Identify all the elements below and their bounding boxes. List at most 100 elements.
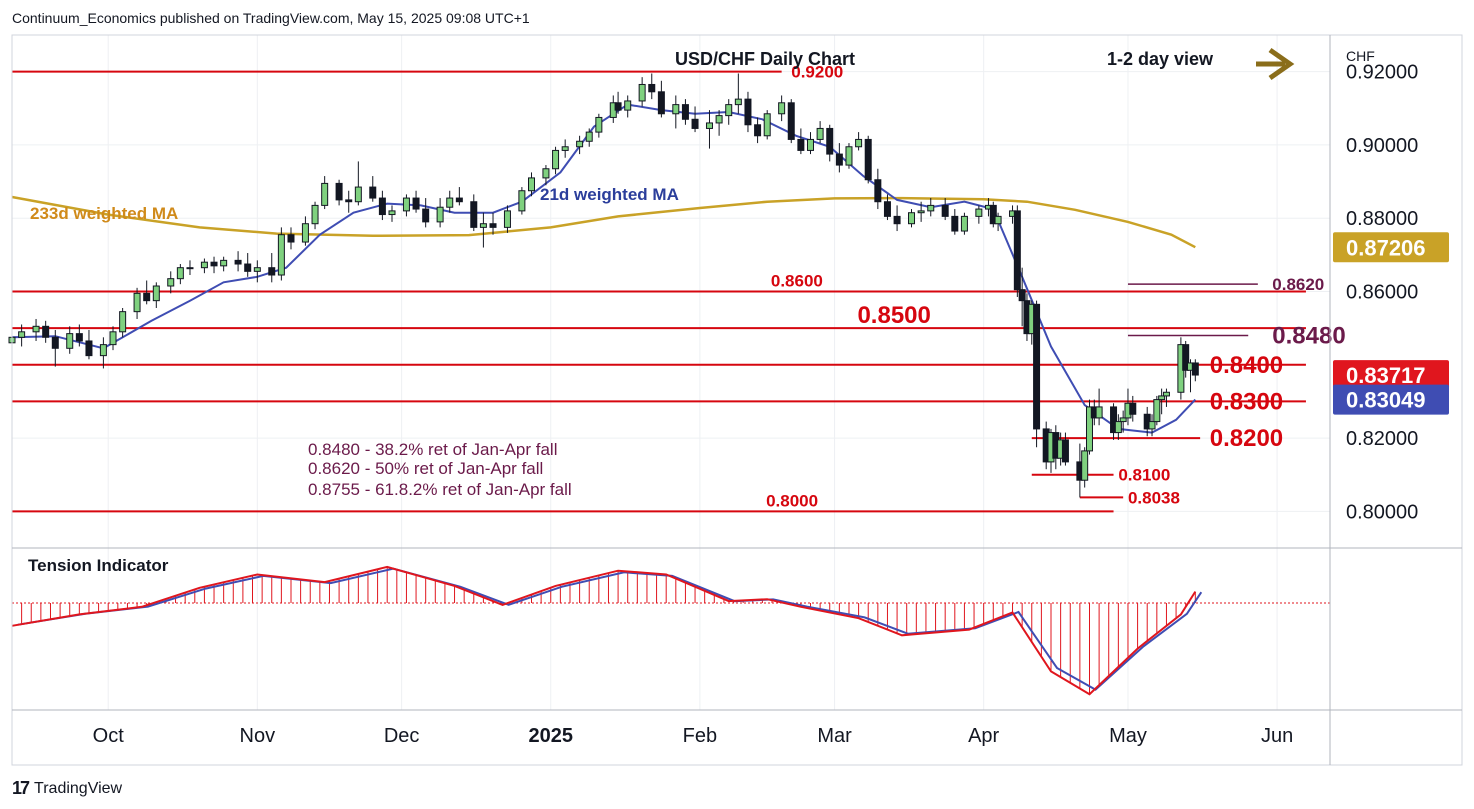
candle bbox=[734, 73, 742, 114]
y-tick-label: 0.92000 bbox=[1346, 62, 1418, 84]
candle bbox=[1095, 388, 1103, 426]
candle bbox=[763, 110, 771, 140]
ma21-line bbox=[11, 103, 1197, 434]
candle bbox=[552, 146, 560, 175]
candle bbox=[402, 194, 410, 217]
candle bbox=[744, 91, 752, 133]
candle bbox=[845, 143, 853, 169]
candle-body bbox=[624, 100, 632, 111]
level-label: 0.8600 bbox=[771, 272, 823, 291]
candle-body bbox=[1182, 344, 1190, 371]
candle-body bbox=[1119, 417, 1127, 423]
candle bbox=[975, 205, 983, 224]
candle bbox=[638, 77, 646, 107]
candle bbox=[1148, 414, 1156, 437]
candle bbox=[835, 143, 843, 173]
candle bbox=[1081, 447, 1089, 488]
candle bbox=[927, 198, 935, 217]
candle bbox=[345, 190, 353, 213]
candle bbox=[787, 99, 795, 144]
candle-body bbox=[744, 98, 752, 126]
candle-body bbox=[975, 208, 983, 217]
candle-body bbox=[253, 267, 261, 272]
candle-body bbox=[816, 127, 824, 140]
x-tick-label: 2025 bbox=[528, 725, 573, 747]
levels-layer: 0.9200 0.8600 0.8500 0.8400 0.8300 0.8200 0.81… bbox=[12, 63, 1346, 513]
publish-info: Continuum_Economics published on Trading… bbox=[12, 10, 530, 26]
candle-body bbox=[489, 223, 497, 228]
level-label: 0.8480 bbox=[1272, 322, 1345, 349]
candle bbox=[321, 176, 329, 210]
price-badge: 0.87206 bbox=[1333, 232, 1449, 263]
candle bbox=[1114, 414, 1122, 440]
y-tick-label: 0.90000 bbox=[1346, 135, 1418, 157]
candle bbox=[1033, 300, 1041, 448]
level-label: 0.8200 bbox=[1210, 425, 1283, 452]
level-label: 0.8100 bbox=[1118, 466, 1170, 485]
indicator-signal-line bbox=[17, 567, 1203, 691]
candle bbox=[874, 168, 882, 210]
candle-body bbox=[167, 278, 175, 287]
candle-body bbox=[1162, 391, 1170, 397]
candle-body bbox=[1110, 406, 1118, 434]
level-label: 0.8038 bbox=[1128, 488, 1180, 507]
candle-body bbox=[672, 104, 680, 115]
candle bbox=[893, 205, 901, 232]
candle-body bbox=[1153, 399, 1161, 423]
candle bbox=[951, 209, 959, 235]
annotation-line-2: 0.8620 - 50% ret of Jan-Apr fall bbox=[308, 459, 543, 478]
candle-body bbox=[1061, 439, 1069, 463]
candle-body bbox=[99, 344, 107, 357]
candle bbox=[470, 194, 478, 232]
candle-body bbox=[186, 267, 194, 270]
candle-body bbox=[311, 204, 319, 225]
candle bbox=[253, 260, 261, 283]
candle-body bbox=[585, 131, 593, 142]
tradingview-brand[interactable]: 17 TradingView bbox=[12, 778, 122, 799]
ma233-line bbox=[11, 195, 1196, 249]
candle-body bbox=[119, 311, 127, 333]
candle-body bbox=[66, 333, 74, 349]
candle-body bbox=[18, 331, 26, 338]
candle bbox=[234, 251, 242, 272]
candle-body bbox=[244, 263, 252, 272]
candle-body bbox=[725, 104, 733, 117]
candle-body bbox=[1013, 210, 1021, 291]
candle bbox=[503, 205, 511, 233]
x-tick-label: Nov bbox=[240, 725, 276, 747]
candle-body bbox=[806, 138, 814, 151]
candle bbox=[826, 124, 834, 162]
price-badge-label: 0.83049 bbox=[1346, 388, 1426, 413]
candle bbox=[412, 190, 420, 213]
candle bbox=[648, 73, 656, 100]
candle-body bbox=[941, 204, 949, 217]
candle bbox=[66, 326, 74, 354]
candle bbox=[32, 318, 40, 341]
candle-body bbox=[989, 204, 997, 225]
candle bbox=[864, 135, 872, 184]
candle bbox=[422, 198, 430, 228]
candle-body bbox=[1095, 406, 1103, 419]
candle-body bbox=[51, 336, 59, 349]
candle-body bbox=[561, 146, 569, 151]
candle bbox=[585, 128, 593, 147]
candle-body bbox=[176, 267, 184, 280]
candle bbox=[354, 161, 362, 206]
candle-body bbox=[908, 212, 916, 225]
candle bbox=[883, 194, 891, 221]
candle-body bbox=[705, 122, 713, 129]
grid-layer bbox=[12, 35, 1330, 710]
candle-body bbox=[470, 201, 478, 228]
y-tick-label: 0.86000 bbox=[1346, 282, 1418, 304]
candle-body bbox=[335, 182, 343, 201]
candle bbox=[908, 209, 916, 228]
candle bbox=[479, 212, 487, 248]
currency-label: CHF bbox=[1346, 48, 1375, 64]
level-label: 0.8400 bbox=[1210, 352, 1283, 379]
candle-body bbox=[210, 261, 218, 267]
candle bbox=[657, 80, 665, 118]
candle bbox=[681, 99, 689, 125]
candle-body bbox=[763, 113, 771, 137]
candle-body bbox=[754, 124, 762, 137]
